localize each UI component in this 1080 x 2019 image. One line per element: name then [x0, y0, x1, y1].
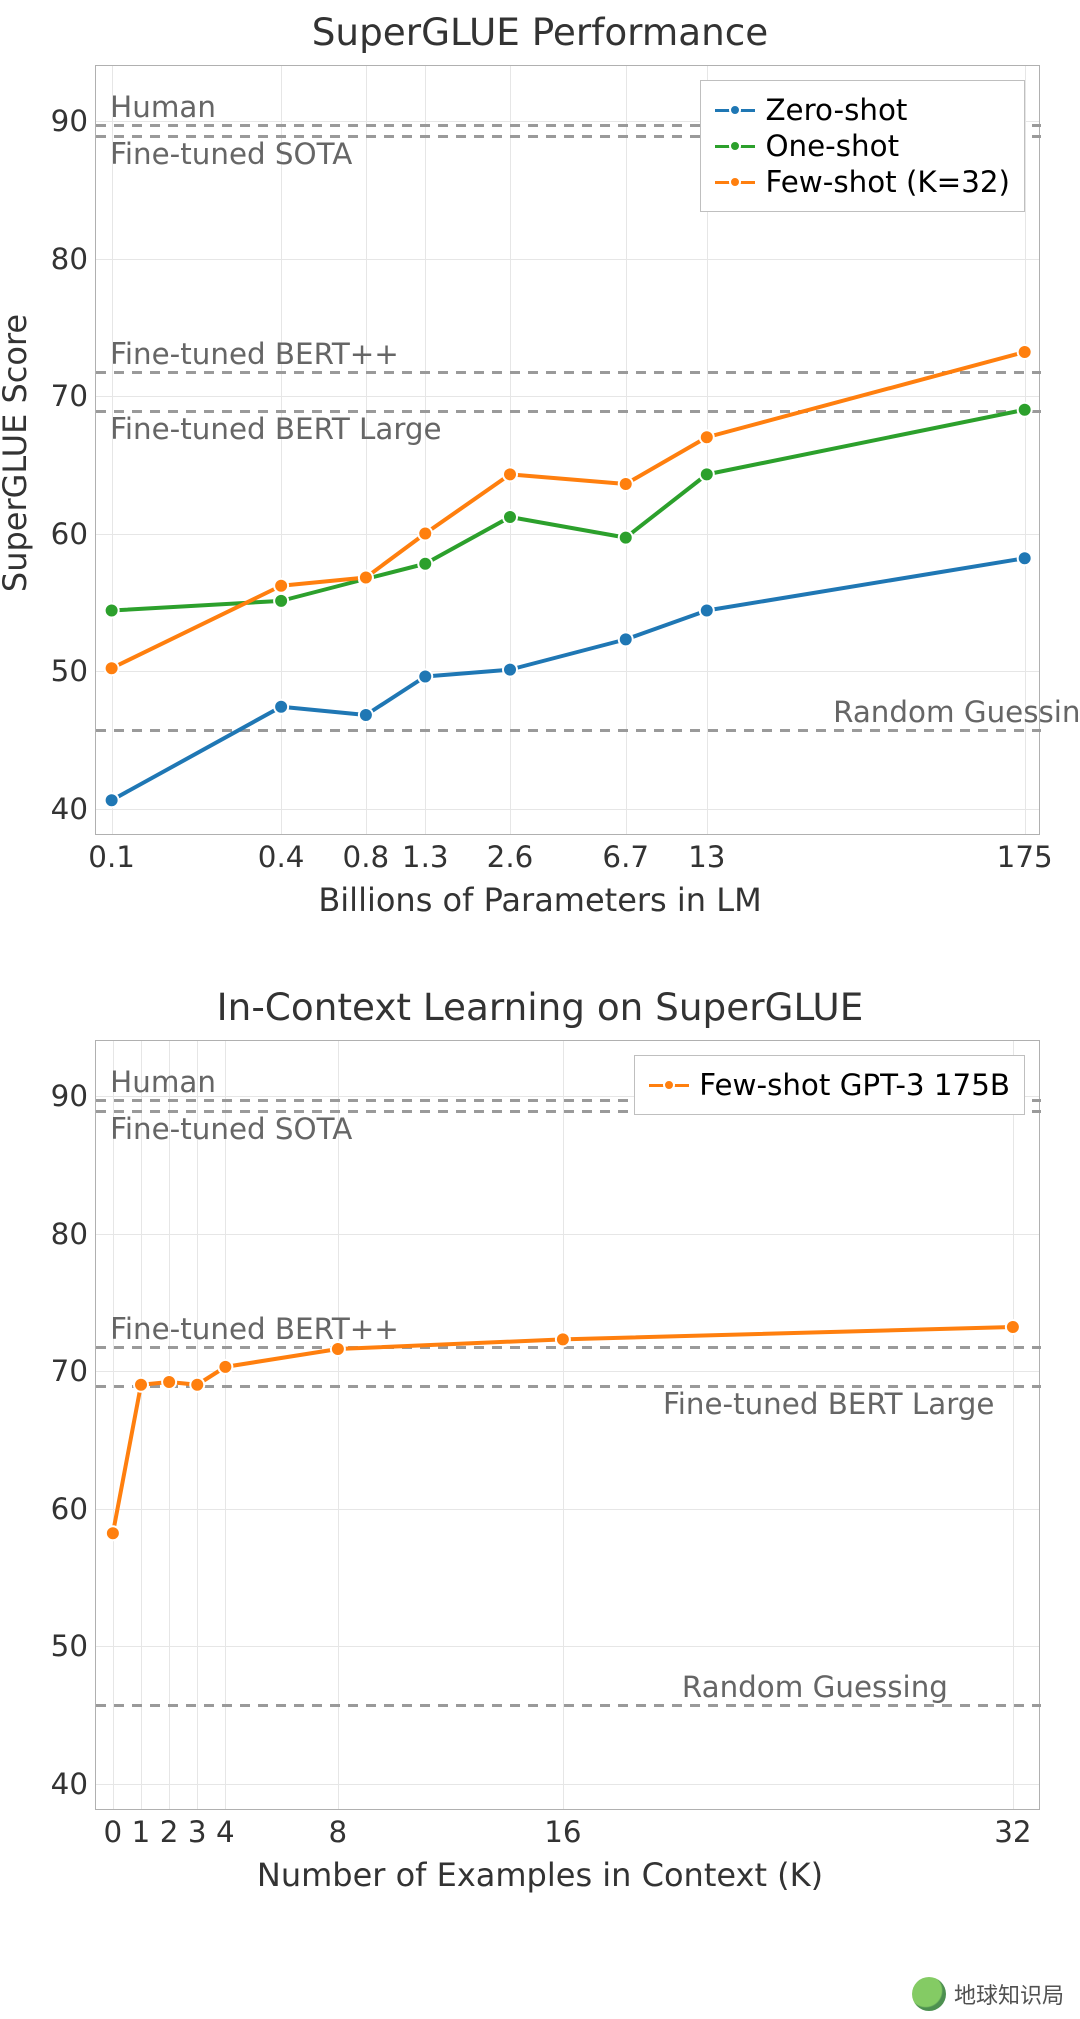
watermark-text: 地球知识局 [954, 1978, 1064, 2010]
legend: Few-shot GPT-3 175B [634, 1055, 1025, 1115]
series-marker [190, 1378, 204, 1392]
series-marker [619, 531, 633, 545]
legend-label: Few-shot GPT-3 175B [699, 1068, 1010, 1102]
series-marker [105, 661, 119, 675]
x-axis-label: Billions of Parameters in LM [0, 881, 1080, 919]
xtick-label: 32 [994, 1809, 1031, 1849]
series-layer [96, 1041, 1041, 1811]
ytick-label: 50 [51, 654, 96, 688]
xtick-label: 16 [544, 1809, 581, 1849]
legend-label: Zero-shot [765, 93, 907, 127]
watermark: 地球知识局 [912, 1977, 1064, 2011]
series-marker [106, 1526, 120, 1540]
xtick-label: 175 [997, 834, 1053, 874]
series-marker [105, 604, 119, 618]
xtick-label: 0.4 [258, 834, 305, 874]
legend-swatch [715, 145, 755, 148]
y-axis-label: SuperGLUE Score [0, 253, 34, 653]
plot-area: 4050607080900.10.40.81.32.66.713175Human… [95, 65, 1040, 835]
series-marker [162, 1375, 176, 1389]
ytick-label: 90 [51, 1079, 96, 1113]
xtick-label: 4 [216, 1809, 235, 1849]
series-line [113, 1327, 1013, 1533]
series-marker [503, 663, 517, 677]
watermark-logo-icon [912, 1977, 946, 2011]
series-marker [359, 708, 373, 722]
legend: Zero-shotOne-shotFew-shot (K=32) [700, 80, 1025, 212]
xtick-label: 2 [160, 1809, 179, 1849]
xtick-label: 2.6 [487, 834, 534, 874]
series-marker [700, 604, 714, 618]
ytick-label: 80 [51, 1217, 96, 1251]
ytick-label: 40 [51, 792, 96, 826]
series-marker [503, 510, 517, 524]
ytick-label: 70 [51, 1354, 96, 1388]
legend-label: Few-shot (K=32) [765, 165, 1010, 199]
legend-label: One-shot [765, 129, 899, 163]
xtick-label: 8 [329, 1809, 348, 1849]
legend-item: Few-shot (K=32) [715, 165, 1010, 199]
ytick-label: 50 [51, 1629, 96, 1663]
series-marker [1018, 345, 1032, 359]
series-marker [274, 579, 288, 593]
series-marker [619, 477, 633, 491]
series-marker [359, 571, 373, 585]
series-marker [274, 700, 288, 714]
plot-area: 4050607080900123481632HumanFine-tuned SO… [95, 1040, 1040, 1810]
xtick-label: 1 [132, 1809, 151, 1849]
ytick-label: 40 [51, 1767, 96, 1801]
series-marker [1018, 403, 1032, 417]
series-marker [619, 632, 633, 646]
legend-swatch [715, 181, 755, 184]
series-marker [700, 467, 714, 481]
ytick-label: 80 [51, 242, 96, 276]
legend-swatch [715, 109, 755, 112]
chart-title: SuperGLUE Performance [0, 0, 1080, 54]
xtick-label: 0.8 [343, 834, 390, 874]
series-marker [1018, 551, 1032, 565]
ytick-label: 60 [51, 1492, 96, 1526]
legend-item: Few-shot GPT-3 175B [649, 1068, 1010, 1102]
series-marker [274, 594, 288, 608]
xtick-label: 6.7 [602, 834, 649, 874]
x-axis-label: Number of Examples in Context (K) [0, 1856, 1080, 1894]
series-line [112, 352, 1025, 668]
series-line [112, 558, 1025, 800]
xtick-label: 3 [188, 1809, 207, 1849]
ytick-label: 90 [51, 104, 96, 138]
chart-title: In-Context Learning on SuperGLUE [0, 975, 1080, 1029]
xtick-label: 1.3 [402, 834, 449, 874]
ytick-label: 60 [51, 517, 96, 551]
series-marker [556, 1332, 570, 1346]
series-marker [1006, 1320, 1020, 1334]
series-marker [700, 430, 714, 444]
legend-item: Zero-shot [715, 93, 1010, 127]
series-marker [134, 1378, 148, 1392]
chart: In-Context Learning on SuperGLUE40506070… [0, 975, 1080, 1920]
series-marker [418, 527, 432, 541]
series-marker [105, 793, 119, 807]
legend-swatch [649, 1084, 689, 1087]
series-marker [218, 1360, 232, 1374]
xtick-label: 0.1 [88, 834, 135, 874]
series-marker [331, 1342, 345, 1356]
ytick-label: 70 [51, 379, 96, 413]
series-marker [418, 670, 432, 684]
legend-item: One-shot [715, 129, 1010, 163]
series-marker [503, 467, 517, 481]
series-marker [418, 557, 432, 571]
xtick-label: 0 [104, 1809, 123, 1849]
xtick-label: 13 [688, 834, 725, 874]
figure: SuperGLUE Performance4050607080900.10.40… [0, 0, 1080, 2019]
chart: SuperGLUE Performance4050607080900.10.40… [0, 0, 1080, 945]
